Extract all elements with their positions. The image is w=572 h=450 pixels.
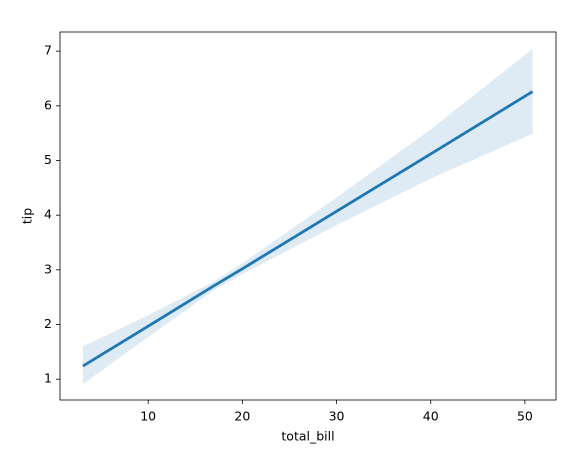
y-axis-label: tip — [20, 208, 35, 224]
axes-frame — [59, 31, 557, 401]
x-axis-label: total_bill — [281, 429, 334, 444]
x-tick-label: 10 — [140, 409, 156, 424]
x-tick-label: 40 — [423, 409, 439, 424]
regression-line — [82, 90, 534, 368]
y-tick-label: 4 — [44, 207, 52, 222]
y-tick-label: 6 — [44, 97, 52, 112]
x-tick-label: 30 — [329, 409, 345, 424]
x-tick-label: 20 — [234, 409, 250, 424]
confidence-band — [82, 48, 533, 385]
y-tick-label: 3 — [44, 261, 52, 276]
x-tick-label: 50 — [517, 409, 533, 424]
y-tick-label: 2 — [44, 316, 52, 331]
y-tick-label: 7 — [44, 43, 52, 58]
y-tick-label: 1 — [44, 371, 52, 386]
y-tick-label: 5 — [44, 152, 52, 167]
